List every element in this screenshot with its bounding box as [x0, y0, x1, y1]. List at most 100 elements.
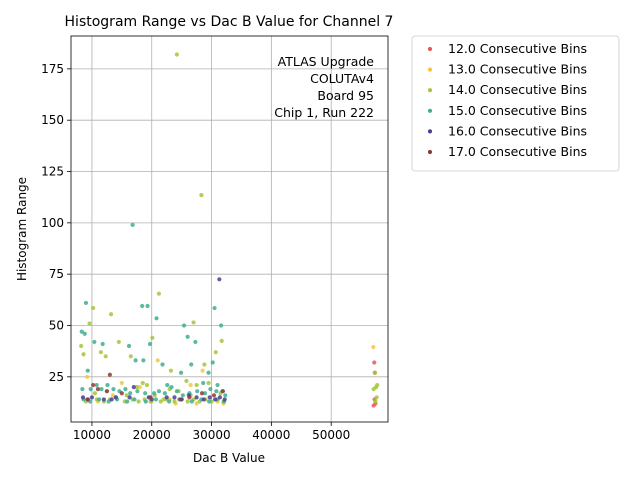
- data-point: [85, 368, 90, 373]
- data-point: [156, 291, 162, 296]
- data-point: [195, 389, 200, 394]
- data-point: [110, 393, 115, 398]
- x-axis-label: Dac B Value: [193, 451, 265, 465]
- data-point: [104, 389, 109, 394]
- data-point: [133, 358, 138, 363]
- data-point: [80, 387, 85, 392]
- y-tick-label: 125: [41, 165, 64, 179]
- data-point: [100, 341, 105, 347]
- data-point: [374, 395, 379, 400]
- data-point: [119, 391, 124, 396]
- x-tick-label: 40000: [252, 428, 290, 442]
- data-point: [153, 397, 159, 402]
- data-point: [92, 339, 97, 345]
- legend-marker: [427, 46, 433, 52]
- data-point: [124, 393, 129, 398]
- data-point: [180, 393, 185, 398]
- y-tick-label: 150: [41, 113, 64, 127]
- data-point: [219, 338, 224, 343]
- annotation-line: COLUTAv4: [310, 71, 374, 86]
- chart-title: Histogram Range vs Dac B Value for Chann…: [65, 14, 394, 30]
- data-point: [147, 341, 153, 347]
- data-point: [193, 339, 198, 345]
- data-point: [210, 360, 215, 365]
- y-axis-ticks: 25 50 75 100 125 150 175: [41, 62, 71, 384]
- grid-lines: [71, 36, 388, 422]
- data-point: [202, 362, 207, 367]
- data-point: [201, 380, 206, 386]
- legend-label: 13.0 Consecutive Bins: [448, 62, 587, 77]
- data-point: [145, 303, 150, 309]
- data-point: [92, 391, 98, 396]
- data-point: [103, 354, 108, 359]
- data-point: [181, 323, 187, 328]
- data-point: [372, 370, 377, 375]
- data-point: [188, 382, 193, 388]
- data-point: [116, 339, 121, 345]
- data-point: [194, 382, 199, 388]
- data-point: [165, 382, 170, 388]
- data-point: [189, 399, 194, 404]
- annotation-line: Board 95: [317, 88, 374, 103]
- data-point: [132, 397, 137, 402]
- data-point: [89, 395, 95, 400]
- data-point: [109, 397, 114, 402]
- data-point: [137, 384, 142, 390]
- data-point: [172, 399, 177, 404]
- data-point: [131, 384, 136, 390]
- legend-label: 12.0 Consecutive Bins: [448, 41, 587, 56]
- data-point: [212, 305, 217, 311]
- data-point: [373, 399, 378, 404]
- data-point: [111, 387, 116, 392]
- legend-marker: [427, 88, 433, 93]
- data-point: [189, 362, 194, 367]
- data-point: [191, 320, 196, 325]
- data-point: [126, 343, 132, 349]
- data-point: [155, 358, 160, 363]
- data-point: [83, 300, 89, 306]
- data-point: [128, 391, 133, 396]
- data-point: [127, 395, 132, 400]
- data-point: [166, 399, 172, 404]
- data-point: [88, 387, 93, 392]
- data-point: [172, 395, 177, 400]
- y-tick-label: 100: [41, 216, 64, 230]
- y-tick-label: 175: [41, 62, 64, 76]
- data-point: [148, 395, 153, 400]
- data-point: [371, 344, 376, 350]
- data-point: [217, 277, 222, 282]
- data-point: [140, 380, 145, 386]
- data-point: [372, 360, 377, 365]
- data-point: [178, 397, 183, 402]
- data-point: [150, 335, 155, 340]
- legend: 12.0 Consecutive Bins 13.0 Consecutive Bi…: [411, 35, 620, 172]
- data-point: [91, 382, 96, 388]
- data-point: [162, 391, 168, 396]
- x-tick-label: 30000: [192, 428, 230, 442]
- data-point: [144, 382, 150, 388]
- data-point: [85, 397, 90, 402]
- data-point: [143, 391, 148, 396]
- data-point: [158, 399, 163, 404]
- data-point: [223, 393, 228, 398]
- data-point: [85, 374, 90, 379]
- data-point: [107, 372, 112, 377]
- data-point: [214, 389, 219, 394]
- data-point: [213, 350, 218, 355]
- data-point: [211, 393, 217, 398]
- chart-annotation: ATLAS Upgrade COLUTAv4 Board 95 Chip 1, Run…: [274, 54, 374, 120]
- data-point: [184, 378, 189, 384]
- legend-label: 17.0 Consecutive Bins: [448, 144, 587, 159]
- data-point: [130, 222, 135, 227]
- data-point: [119, 380, 124, 386]
- data-point: [125, 399, 130, 404]
- data-point: [140, 303, 145, 309]
- data-point: [187, 395, 192, 400]
- data-point: [106, 399, 111, 404]
- data-point: [97, 397, 102, 402]
- data-point: [168, 368, 173, 373]
- data-point: [215, 382, 220, 388]
- data-point: [169, 384, 174, 390]
- legend-marker: [427, 67, 433, 72]
- data-point: [95, 387, 101, 392]
